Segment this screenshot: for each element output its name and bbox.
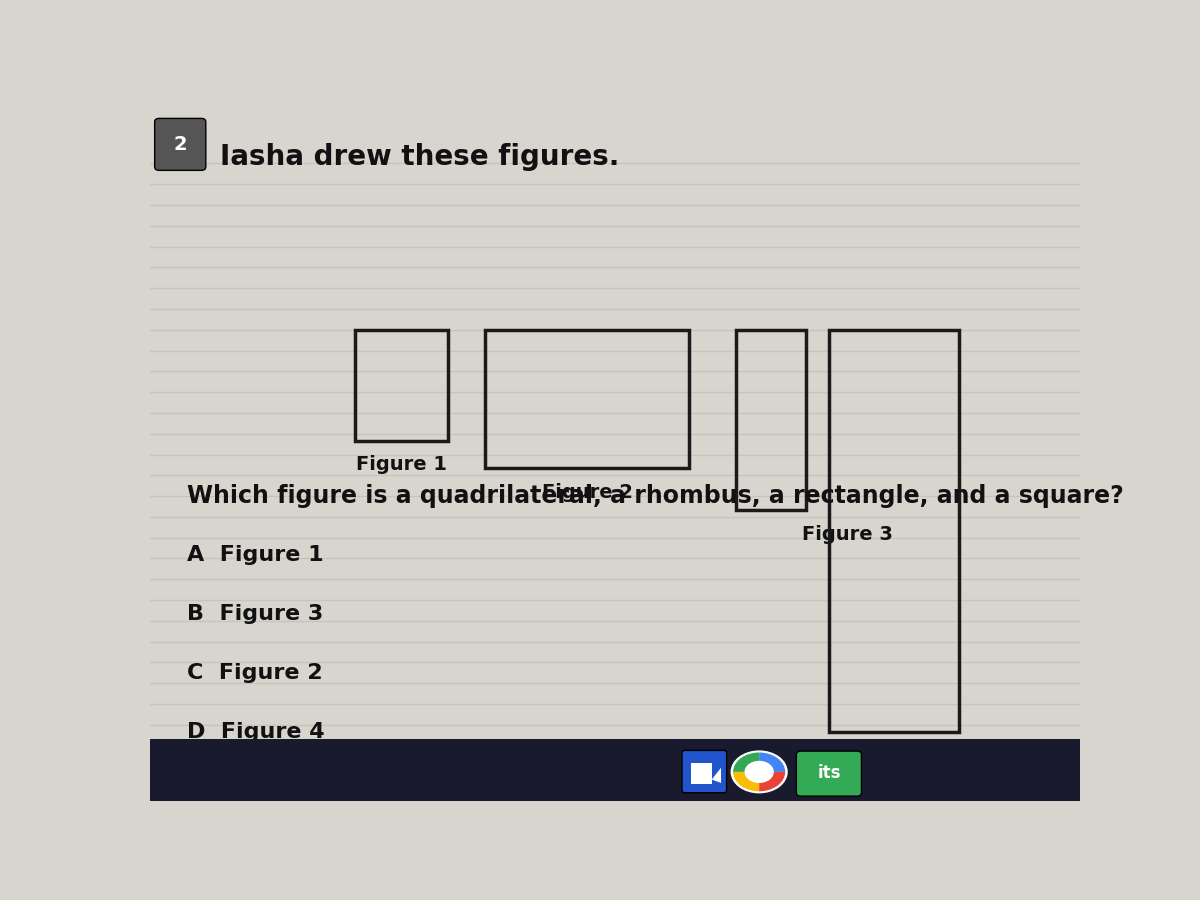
- Text: D  Figure 4: D Figure 4: [187, 722, 325, 742]
- Text: C  Figure 2: C Figure 2: [187, 662, 323, 683]
- FancyBboxPatch shape: [797, 752, 862, 796]
- Bar: [691, 763, 712, 784]
- Text: 2: 2: [174, 134, 187, 154]
- Bar: [736, 329, 805, 510]
- Wedge shape: [760, 752, 785, 772]
- Text: Figure 3: Figure 3: [802, 525, 893, 544]
- Wedge shape: [733, 752, 760, 772]
- Text: Iasha drew these figures.: Iasha drew these figures.: [220, 142, 619, 170]
- FancyBboxPatch shape: [682, 751, 727, 793]
- Polygon shape: [712, 768, 721, 783]
- Wedge shape: [733, 772, 760, 791]
- Bar: [829, 329, 959, 732]
- Text: Which figure is a quadrilateral, a rhombus, a rectangle, and a square?: Which figure is a quadrilateral, a rhomb…: [187, 484, 1124, 508]
- Text: its: its: [817, 764, 841, 782]
- Bar: [150, 739, 1080, 801]
- Text: Figure 2: Figure 2: [541, 483, 632, 502]
- Wedge shape: [760, 772, 785, 791]
- Text: Figure 1: Figure 1: [355, 455, 446, 474]
- Circle shape: [731, 752, 787, 793]
- Bar: [355, 329, 448, 441]
- FancyBboxPatch shape: [155, 119, 206, 170]
- Text: A  Figure 1: A Figure 1: [187, 545, 324, 565]
- Bar: [485, 329, 689, 468]
- Text: B  Figure 3: B Figure 3: [187, 604, 324, 624]
- Circle shape: [745, 761, 773, 782]
